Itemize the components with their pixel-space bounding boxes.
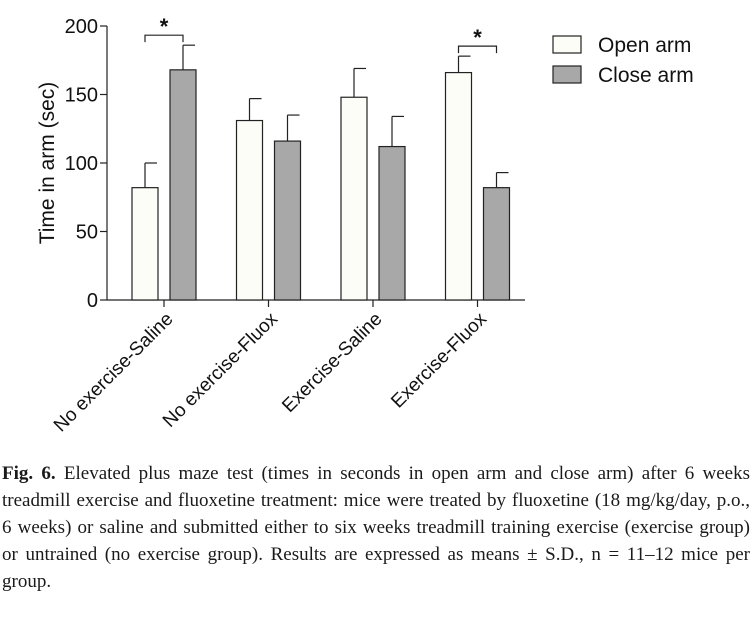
significance-star: * (473, 25, 482, 50)
bar (235, 119, 264, 301)
caption-text: Elevated plus maze test (times in second… (2, 463, 750, 592)
bar (482, 187, 511, 301)
legend-label: Close arm (598, 64, 694, 87)
bar (131, 187, 159, 301)
legend: Open arm Close arm (552, 34, 694, 87)
significance-markers: * * (144, 14, 498, 54)
significance-bracket (457, 45, 498, 54)
x-tick-label: Exercise-Fluox (387, 308, 491, 412)
bar (444, 71, 473, 301)
legend-label: Open arm (598, 34, 691, 57)
y-tick-label: 50 (76, 222, 98, 244)
bars (131, 44, 511, 301)
bar (340, 96, 368, 301)
bar (378, 145, 406, 301)
figure-caption: Fig. 6. Elevated plus maze test (times i… (2, 460, 750, 595)
y-tick-label: 0 (87, 290, 98, 312)
significance-star: * (160, 14, 169, 39)
y-tick-label: 100 (65, 153, 98, 175)
y-axis: 0 50 100 150 200 (65, 16, 108, 312)
legend-swatch (552, 35, 582, 54)
x-tick-label: No exercise-Fluox (159, 308, 282, 431)
x-tick-label: Exercise-Saline (278, 309, 386, 417)
bar (169, 69, 197, 301)
y-tick-label: 200 (65, 16, 98, 38)
legend-swatch (552, 65, 582, 84)
significance-bracket (144, 34, 184, 43)
bar (273, 140, 302, 301)
y-tick-label: 150 (65, 85, 98, 107)
y-axis-label: Time in arm (sec) (36, 82, 59, 245)
caption-label: Fig. 6. (2, 463, 56, 484)
